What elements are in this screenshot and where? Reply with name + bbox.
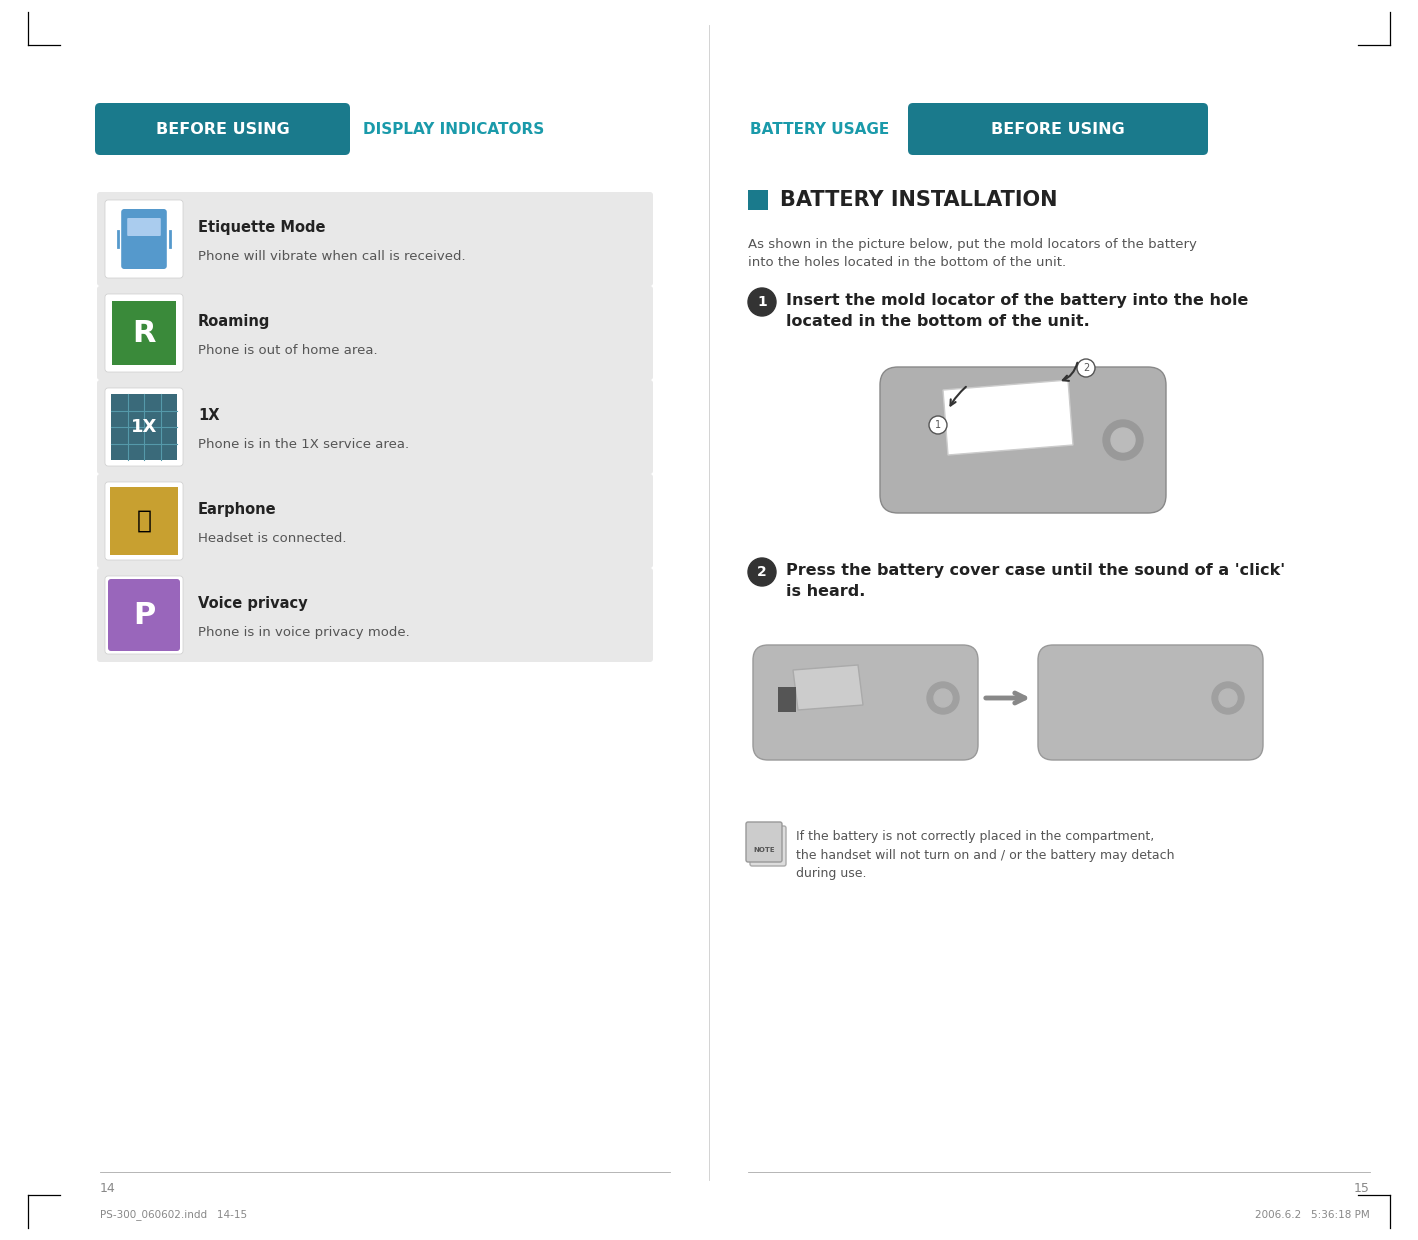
Text: Phone will vibrate when call is received.: Phone will vibrate when call is received… bbox=[199, 250, 465, 263]
Text: Headset is connected.: Headset is connected. bbox=[199, 532, 346, 546]
Text: 🎧: 🎧 bbox=[136, 508, 152, 533]
FancyBboxPatch shape bbox=[108, 579, 180, 651]
FancyBboxPatch shape bbox=[105, 294, 183, 372]
Circle shape bbox=[929, 415, 947, 434]
Text: 2: 2 bbox=[1083, 363, 1089, 373]
Text: 1: 1 bbox=[757, 295, 767, 309]
FancyBboxPatch shape bbox=[753, 645, 978, 760]
Text: BEFORE USING: BEFORE USING bbox=[991, 122, 1124, 136]
FancyBboxPatch shape bbox=[750, 826, 786, 866]
Text: Voice privacy: Voice privacy bbox=[199, 596, 308, 611]
Circle shape bbox=[927, 682, 959, 714]
Text: R: R bbox=[132, 319, 156, 347]
Text: BATTERY INSTALLATION: BATTERY INSTALLATION bbox=[780, 190, 1058, 210]
Text: 1X: 1X bbox=[199, 408, 220, 423]
Circle shape bbox=[934, 689, 951, 707]
Text: If the battery is not correctly placed in the compartment,
the handset will not : If the battery is not correctly placed i… bbox=[795, 830, 1174, 880]
FancyBboxPatch shape bbox=[908, 103, 1208, 155]
Text: Phone is out of home area.: Phone is out of home area. bbox=[199, 343, 377, 357]
FancyBboxPatch shape bbox=[105, 482, 183, 560]
Text: 15: 15 bbox=[1354, 1182, 1370, 1194]
Circle shape bbox=[1103, 420, 1143, 460]
Circle shape bbox=[1110, 428, 1134, 453]
Text: Insert the mold locator of the battery into the hole
located in the bottom of th: Insert the mold locator of the battery i… bbox=[786, 293, 1248, 329]
FancyBboxPatch shape bbox=[105, 200, 183, 278]
Text: 2006.6.2   5:36:18 PM: 2006.6.2 5:36:18 PM bbox=[1255, 1210, 1370, 1220]
Text: BATTERY USAGE: BATTERY USAGE bbox=[750, 122, 889, 136]
FancyBboxPatch shape bbox=[746, 822, 781, 862]
Text: Phone is in the 1X service area.: Phone is in the 1X service area. bbox=[199, 438, 410, 451]
FancyBboxPatch shape bbox=[95, 103, 350, 155]
Text: NOTE: NOTE bbox=[753, 847, 774, 853]
Circle shape bbox=[1078, 360, 1095, 377]
FancyBboxPatch shape bbox=[96, 474, 654, 568]
FancyBboxPatch shape bbox=[96, 286, 654, 379]
Polygon shape bbox=[793, 665, 864, 711]
Text: BEFORE USING: BEFORE USING bbox=[156, 122, 289, 136]
Text: Etiquette Mode: Etiquette Mode bbox=[199, 219, 326, 236]
Text: Roaming: Roaming bbox=[199, 314, 271, 329]
Circle shape bbox=[749, 558, 776, 587]
Text: Phone is in voice privacy mode.: Phone is in voice privacy mode. bbox=[199, 626, 410, 639]
Text: Earphone: Earphone bbox=[199, 502, 277, 517]
Text: DISPLAY INDICATORS: DISPLAY INDICATORS bbox=[363, 122, 545, 136]
FancyBboxPatch shape bbox=[105, 577, 183, 653]
FancyBboxPatch shape bbox=[96, 379, 654, 474]
Text: 14: 14 bbox=[101, 1182, 116, 1194]
FancyBboxPatch shape bbox=[1038, 645, 1263, 760]
Text: PS-300_060602.indd   14-15: PS-300_060602.indd 14-15 bbox=[101, 1209, 247, 1220]
Circle shape bbox=[1219, 689, 1236, 707]
Bar bbox=[111, 394, 177, 460]
FancyBboxPatch shape bbox=[881, 367, 1166, 513]
Circle shape bbox=[1212, 682, 1244, 714]
Circle shape bbox=[749, 288, 776, 316]
Polygon shape bbox=[943, 379, 1073, 455]
Text: 2: 2 bbox=[757, 565, 767, 579]
FancyBboxPatch shape bbox=[96, 192, 654, 286]
FancyBboxPatch shape bbox=[105, 388, 183, 466]
Bar bbox=[749, 190, 769, 210]
FancyBboxPatch shape bbox=[96, 568, 654, 662]
FancyBboxPatch shape bbox=[128, 218, 160, 236]
Text: 1X: 1X bbox=[130, 418, 157, 436]
Text: Press the battery cover case until the sound of a 'click'
is heard.: Press the battery cover case until the s… bbox=[786, 563, 1285, 599]
Bar bbox=[112, 301, 176, 365]
Text: 1: 1 bbox=[934, 420, 942, 430]
Bar bbox=[111, 487, 179, 556]
Bar bbox=[778, 687, 795, 712]
Text: P: P bbox=[133, 600, 155, 630]
Text: As shown in the picture below, put the mold locators of the battery
into the hol: As shown in the picture below, put the m… bbox=[749, 238, 1197, 269]
FancyBboxPatch shape bbox=[121, 210, 167, 269]
